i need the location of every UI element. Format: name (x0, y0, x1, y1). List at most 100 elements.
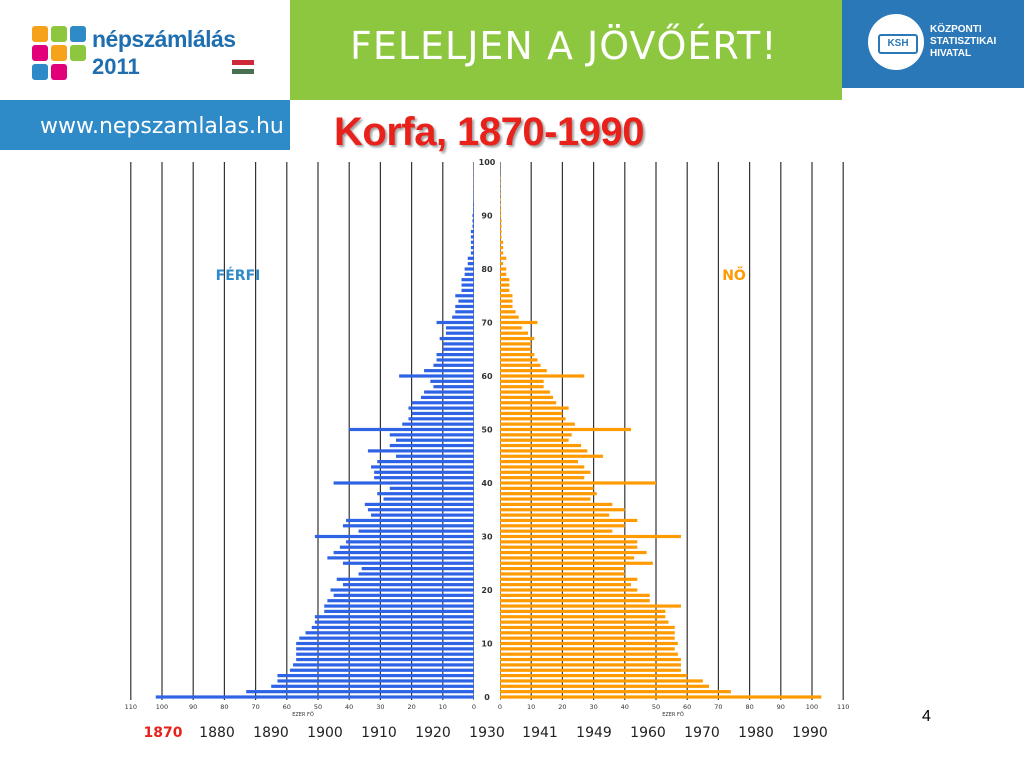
bar-female (500, 235, 502, 239)
bar-female (500, 262, 504, 266)
bar-female (500, 395, 554, 399)
bar-male (389, 486, 474, 490)
bar-male (473, 203, 474, 207)
year-label[interactable]: 1890 (253, 725, 289, 741)
year-label[interactable]: 1941 (522, 725, 558, 741)
bar-female (500, 470, 591, 474)
bar-male (411, 401, 474, 405)
bar-female (500, 476, 585, 480)
bar-male (408, 406, 474, 410)
year-label[interactable]: 1960 (630, 725, 666, 741)
bar-female (500, 417, 566, 421)
age-axis-band (474, 158, 500, 702)
year-label[interactable]: 1900 (307, 725, 343, 741)
x-tick-label-right: 40 (621, 703, 629, 711)
x-tick-label-right: 90 (777, 703, 785, 711)
year-label[interactable]: 1990 (792, 725, 828, 741)
age-tick-label: 40 (481, 479, 493, 488)
ksh-abbr: KSH (878, 34, 918, 54)
bar-female (500, 304, 513, 309)
header-logo-area (0, 0, 290, 100)
bar-male (433, 385, 474, 389)
x-tick-label-right: 110 (837, 703, 849, 711)
year-label[interactable]: 1970 (684, 725, 720, 741)
bar-female (500, 550, 647, 555)
census-logo-icon (32, 26, 88, 80)
website-url[interactable]: www.nepszamlalas.hu (40, 114, 284, 139)
bar-male (461, 283, 474, 287)
year-label[interactable]: 1949 (576, 725, 612, 741)
bar-male (296, 652, 474, 656)
bar-male (464, 272, 474, 276)
year-label[interactable]: 1870 (144, 725, 183, 741)
bar-male (358, 572, 474, 576)
bar-male (424, 390, 474, 394)
bar-female (500, 283, 510, 287)
bar-male (311, 625, 474, 630)
bar-female (500, 256, 507, 260)
bar-male (246, 690, 474, 694)
bar-female (500, 299, 513, 303)
male-label: FÉRFI (216, 267, 261, 284)
x-tick-label-left: 0 (472, 703, 476, 711)
bar-male (305, 631, 474, 635)
year-label[interactable]: 1910 (361, 725, 397, 741)
bar-male (436, 320, 474, 325)
logo-name: népszámlálás (92, 26, 236, 52)
x-tick-label-left: 70 (251, 703, 259, 711)
age-tick-label: 0 (484, 693, 490, 702)
bar-female (500, 593, 650, 597)
bar-female (500, 508, 625, 512)
bar-male (389, 443, 474, 448)
x-tick-label-right: 50 (652, 703, 660, 711)
bar-female (500, 219, 502, 223)
bar-male (455, 304, 474, 309)
bar-female (500, 427, 632, 432)
x-tick-label-left: 50 (314, 703, 322, 711)
ksh-name: KÖZPONTI STATISZTIKAI HIVATAL (930, 24, 996, 60)
x-tick-label-right: 0 (498, 703, 502, 711)
x-tick-label-left: 80 (220, 703, 228, 711)
bar-male (420, 395, 474, 399)
bar-female (500, 647, 675, 651)
bar-female (500, 524, 625, 528)
bar-female (500, 695, 822, 699)
year-label[interactable]: 1930 (469, 725, 505, 741)
bar-female (500, 497, 591, 501)
bar-male (472, 224, 474, 228)
bar-male (470, 229, 474, 234)
bar-male (367, 449, 474, 453)
bar-male (277, 679, 474, 683)
x-tick-label-left: 30 (376, 703, 384, 711)
year-label[interactable]: 1980 (738, 725, 774, 741)
bar-male (371, 513, 474, 517)
url-bar (0, 100, 290, 150)
x-tick-label-left: 20 (407, 703, 415, 711)
bar-female (500, 449, 588, 453)
bar-male (408, 417, 474, 421)
bar-male (333, 481, 474, 485)
bar-female (500, 213, 501, 218)
year-label[interactable]: 1920 (415, 725, 451, 741)
bar-female (500, 599, 650, 603)
bar-male (333, 593, 474, 597)
bar-female (500, 690, 731, 694)
bar-female (500, 363, 541, 367)
bar-female (500, 379, 544, 383)
bar-male (271, 684, 474, 688)
bar-male (377, 460, 474, 464)
year-label[interactable]: 1880 (199, 725, 235, 741)
bar-male (293, 663, 474, 667)
hungarian-flag-icon (232, 60, 254, 74)
x-tick-label-right: 80 (745, 703, 753, 711)
bar-male (371, 465, 474, 469)
bar-female (500, 353, 535, 357)
bar-female (500, 652, 678, 656)
bar-male (467, 256, 474, 260)
bar-male (333, 550, 474, 555)
bar-male (396, 454, 474, 458)
ksh-logo-icon: KSH (868, 14, 924, 70)
bar-male (374, 470, 474, 474)
bar-male (470, 240, 474, 244)
bar-male (433, 363, 474, 367)
